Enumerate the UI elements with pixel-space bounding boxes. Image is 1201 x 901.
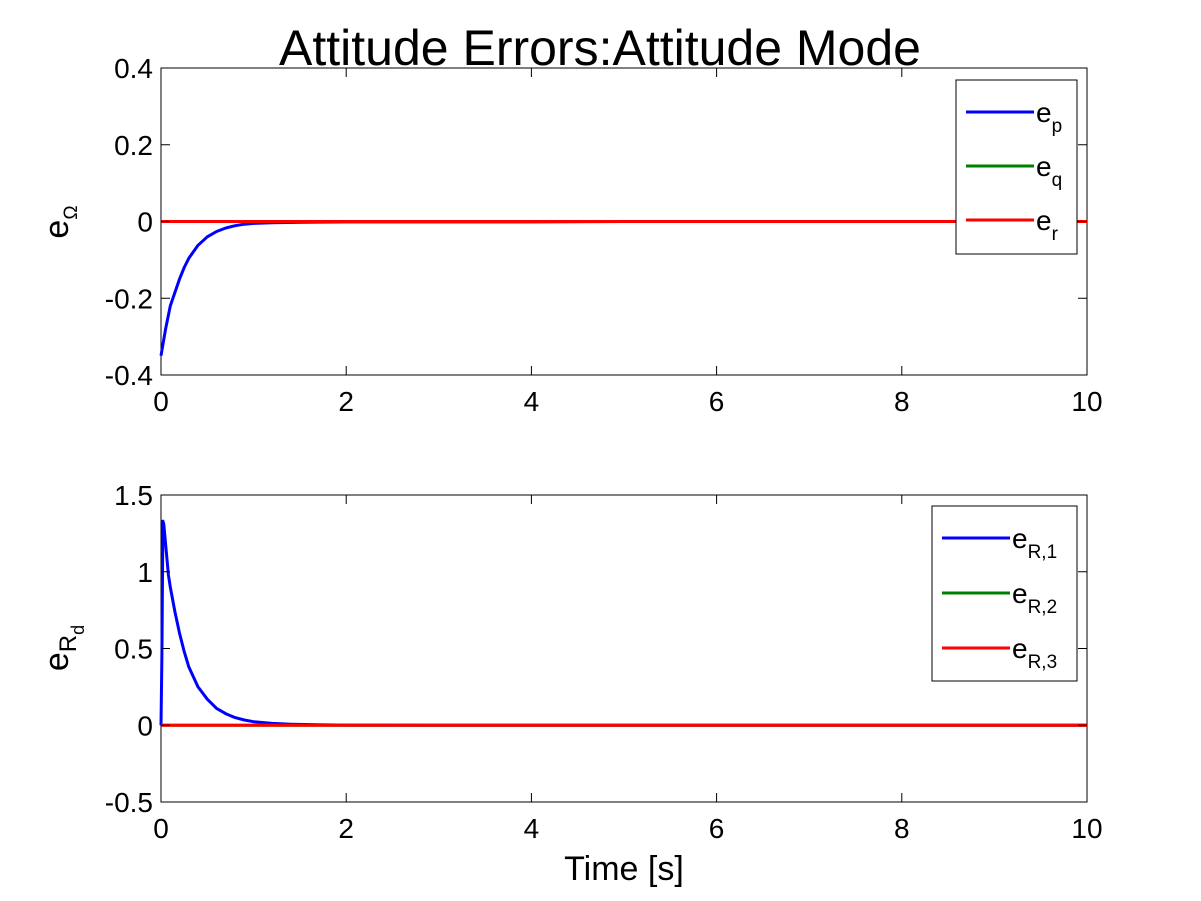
subplot-attitude-errors: 0 2 4 6 8 10-0.500.511.5 eRd Time [s] eR,1 eR… — [38, 480, 1103, 888]
legend-label-bottom-1: eR,2 — [1012, 578, 1057, 618]
xtick-label-bottom-4: 8 — [894, 813, 910, 844]
legend-label-bottom-2: eR,3 — [1012, 633, 1057, 673]
legend-top: ep eq er — [955, 79, 1078, 255]
ticks-bottom: 0 2 4 6 8 10-0.500.511.5 — [105, 480, 1103, 844]
xtick-label-top-2: 4 — [524, 386, 540, 417]
ylabel-bottom: eRd — [38, 625, 88, 671]
ylabel-top: eΩ — [38, 205, 82, 238]
legend-bottom: eR,1 eR,2 eR,3 — [931, 505, 1078, 682]
xtick-label-top-3: 6 — [709, 386, 725, 417]
xtick-label-bottom-5: 10 — [1071, 813, 1102, 844]
xtick-label-bottom-1: 2 — [338, 813, 354, 844]
legend-label-top-0: ep — [1036, 97, 1062, 137]
legend-label-top-2: er — [1036, 205, 1059, 245]
series-lines-bottom — [159, 519, 1087, 727]
ytick-label-bottom-0: -0.5 — [105, 787, 153, 818]
ytick-label-bottom-4: 1.5 — [114, 480, 153, 511]
legend-label-top-1: eq — [1036, 151, 1062, 191]
series-lines-top — [159, 220, 1087, 357]
ytick-label-top-0: -0.4 — [105, 360, 153, 391]
ytick-label-top-2: 0 — [137, 207, 153, 238]
figure-title: Attitude Errors:Attitude Mode — [279, 20, 921, 76]
ytick-label-bottom-2: 0.5 — [114, 634, 153, 665]
xtick-label-bottom-0: 0 — [153, 813, 169, 844]
xtick-label-top-5: 10 — [1071, 386, 1102, 417]
ytick-label-bottom-1: 0 — [137, 710, 153, 741]
ytick-label-bottom-3: 1 — [137, 557, 153, 588]
ytick-label-top-1: -0.2 — [105, 283, 153, 314]
ytick-label-top-3: 0.2 — [114, 130, 153, 161]
xtick-label-top-4: 8 — [894, 386, 910, 417]
xtick-label-top-1: 2 — [338, 386, 354, 417]
legend-label-bottom-0: eR,1 — [1012, 523, 1057, 563]
ticks-top: 0 2 4 6 8 10 -0.4 -0.2 0 0.2 0.4 — [105, 53, 1103, 417]
xlabel-bottom: Time [s] — [564, 850, 684, 888]
subplot-angular-velocity-errors: 0 2 4 6 8 10 -0.4 -0.2 0 0.2 0.4 eΩ ep eq er — [38, 53, 1103, 417]
xtick-label-top-0: 0 — [153, 386, 169, 417]
xtick-label-bottom-2: 4 — [524, 813, 540, 844]
xtick-label-bottom-3: 6 — [709, 813, 725, 844]
ytick-label-top-4: 0.4 — [114, 53, 153, 84]
